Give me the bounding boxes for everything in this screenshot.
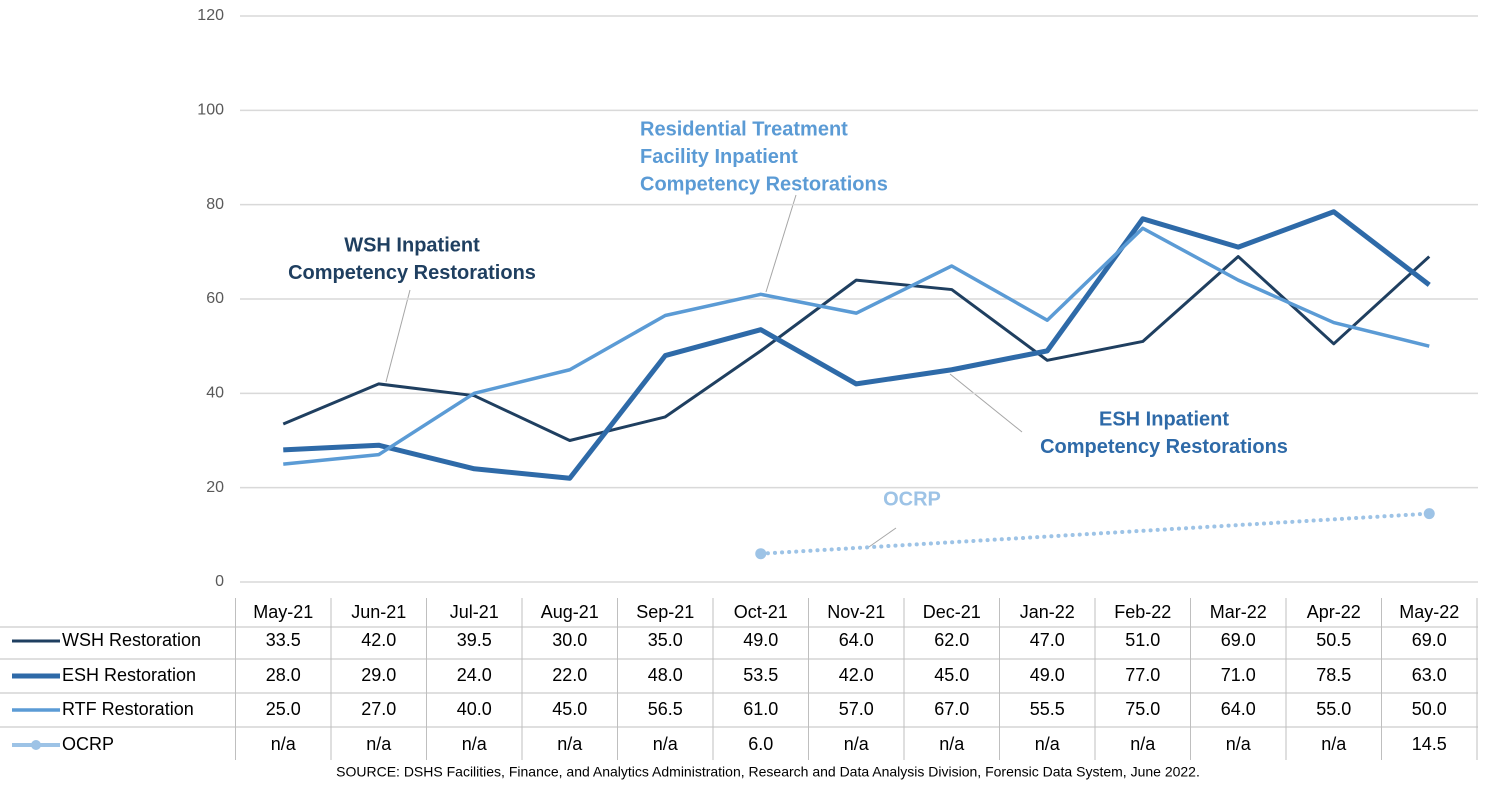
table-value: 42.0	[361, 630, 396, 650]
legend-label: OCRP	[62, 734, 114, 754]
series-line	[283, 209, 1431, 481]
table-value: 45.0	[552, 699, 587, 719]
table-value: 53.5	[743, 665, 778, 685]
annotation: WSH Inpatient	[344, 234, 480, 256]
legend-label: RTF Restoration	[62, 699, 194, 719]
series-line	[758, 511, 1432, 556]
y-tick-label: 0	[215, 573, 224, 590]
table-value: 51.0	[1125, 630, 1160, 650]
x-tick-label: Oct-21	[734, 602, 788, 622]
y-tick-label: 120	[197, 7, 224, 24]
table-value: n/a	[844, 734, 870, 754]
x-tick-label: Sep-21	[636, 602, 694, 622]
table-value: n/a	[271, 734, 297, 754]
x-tick-label: May-22	[1399, 602, 1459, 622]
table-value: 64.0	[1221, 699, 1256, 719]
table-value: 47.0	[1030, 630, 1065, 650]
table-value: 39.5	[457, 630, 492, 650]
annotation: OCRP	[883, 488, 941, 510]
legend-label: ESH Restoration	[62, 665, 196, 685]
leader-line	[765, 194, 797, 293]
table-value: n/a	[1321, 734, 1347, 754]
table-value: 50.0	[1412, 699, 1447, 719]
table-value: 64.0	[839, 630, 874, 650]
x-tick-label: Jun-21	[351, 602, 406, 622]
table-value: n/a	[653, 734, 679, 754]
table-value: 28.0	[266, 665, 301, 685]
data-table: May-21 Jun-21 Jul-21 Aug-21 Sep-21 Oct-21 Nov-…	[0, 598, 1478, 760]
table-value: 69.0	[1412, 630, 1447, 650]
table-value: 50.5	[1316, 630, 1351, 650]
table-value: 49.0	[743, 630, 778, 650]
table-value: 56.5	[648, 699, 683, 719]
table-value: n/a	[557, 734, 583, 754]
x-tick-label: Mar-22	[1210, 602, 1267, 622]
legend-marker	[31, 740, 41, 750]
table-value: 69.0	[1221, 630, 1256, 650]
x-tick-label: Jul-21	[450, 602, 499, 622]
table-value: n/a	[462, 734, 488, 754]
x-tick-label: Feb-22	[1114, 602, 1171, 622]
table-value: 71.0	[1221, 665, 1256, 685]
table-value: 57.0	[839, 699, 874, 719]
table-value: 29.0	[361, 665, 396, 685]
table-value: 25.0	[266, 699, 301, 719]
x-tick-label: Aug-21	[541, 602, 599, 622]
annotation: Residential Treatment	[640, 118, 848, 140]
annotation: Facility Inpatient	[640, 146, 798, 168]
table-value: 24.0	[457, 665, 492, 685]
table-value: 55.5	[1030, 699, 1065, 719]
x-tick-label: Jan-22	[1020, 602, 1075, 622]
table-value: 75.0	[1125, 699, 1160, 719]
leader-line	[385, 289, 411, 383]
table-value: 49.0	[1030, 665, 1065, 685]
table-value: 14.5	[1412, 734, 1447, 754]
table-value: 35.0	[648, 630, 683, 650]
table-value: 63.0	[1412, 665, 1447, 685]
annotation: Competency Restorations	[640, 173, 888, 195]
table-value: 55.0	[1316, 699, 1351, 719]
table-value: n/a	[1035, 734, 1061, 754]
table-value: 6.0	[748, 734, 773, 754]
table-value: n/a	[939, 734, 965, 754]
x-tick-label: May-21	[253, 602, 313, 622]
source-note: SOURCE: DSHS Facilities, Finance, and An…	[336, 764, 1200, 780]
table-value: 61.0	[743, 699, 778, 719]
leader-lines	[385, 194, 1023, 550]
x-tick-label: Nov-21	[827, 602, 885, 622]
y-tick-label: 80	[206, 196, 224, 213]
annotation: Competency Restorations	[288, 262, 536, 284]
y-tick-label: 100	[197, 102, 224, 119]
annotation: Competency Restorations	[1040, 436, 1288, 458]
table-value: 42.0	[839, 665, 874, 685]
table-value: n/a	[1130, 734, 1156, 754]
table-value: 22.0	[552, 665, 587, 685]
table-value: 30.0	[552, 630, 587, 650]
legend-label: WSH Restoration	[62, 630, 201, 650]
point-marker	[1423, 508, 1435, 520]
leader-line	[949, 373, 1023, 433]
table-value: n/a	[366, 734, 392, 754]
table-value: 40.0	[457, 699, 492, 719]
table-value: 77.0	[1125, 665, 1160, 685]
table-value: n/a	[1226, 734, 1252, 754]
table-value: 45.0	[934, 665, 969, 685]
y-tick-label: 20	[206, 479, 224, 496]
table-value: 62.0	[934, 630, 969, 650]
annotation: ESH Inpatient	[1099, 408, 1229, 430]
x-tick-label: Apr-22	[1307, 602, 1361, 622]
x-tick-label: Dec-21	[923, 602, 981, 622]
series-line	[282, 255, 1431, 442]
y-tick-label: 60	[206, 290, 224, 307]
table-value: 33.5	[266, 630, 301, 650]
y-tick-label: 40	[206, 385, 224, 402]
table-value: 27.0	[361, 699, 396, 719]
table-value: 78.5	[1316, 665, 1351, 685]
table-value: 48.0	[648, 665, 683, 685]
leader-line	[865, 527, 897, 550]
point-marker	[755, 548, 767, 560]
series-line	[283, 226, 1430, 466]
table-value: 67.0	[934, 699, 969, 719]
